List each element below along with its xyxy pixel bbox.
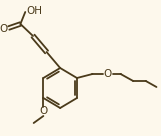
Text: OH: OH [26, 6, 42, 16]
Text: O: O [104, 69, 112, 79]
Text: O: O [39, 106, 47, 116]
Text: O: O [0, 24, 8, 34]
